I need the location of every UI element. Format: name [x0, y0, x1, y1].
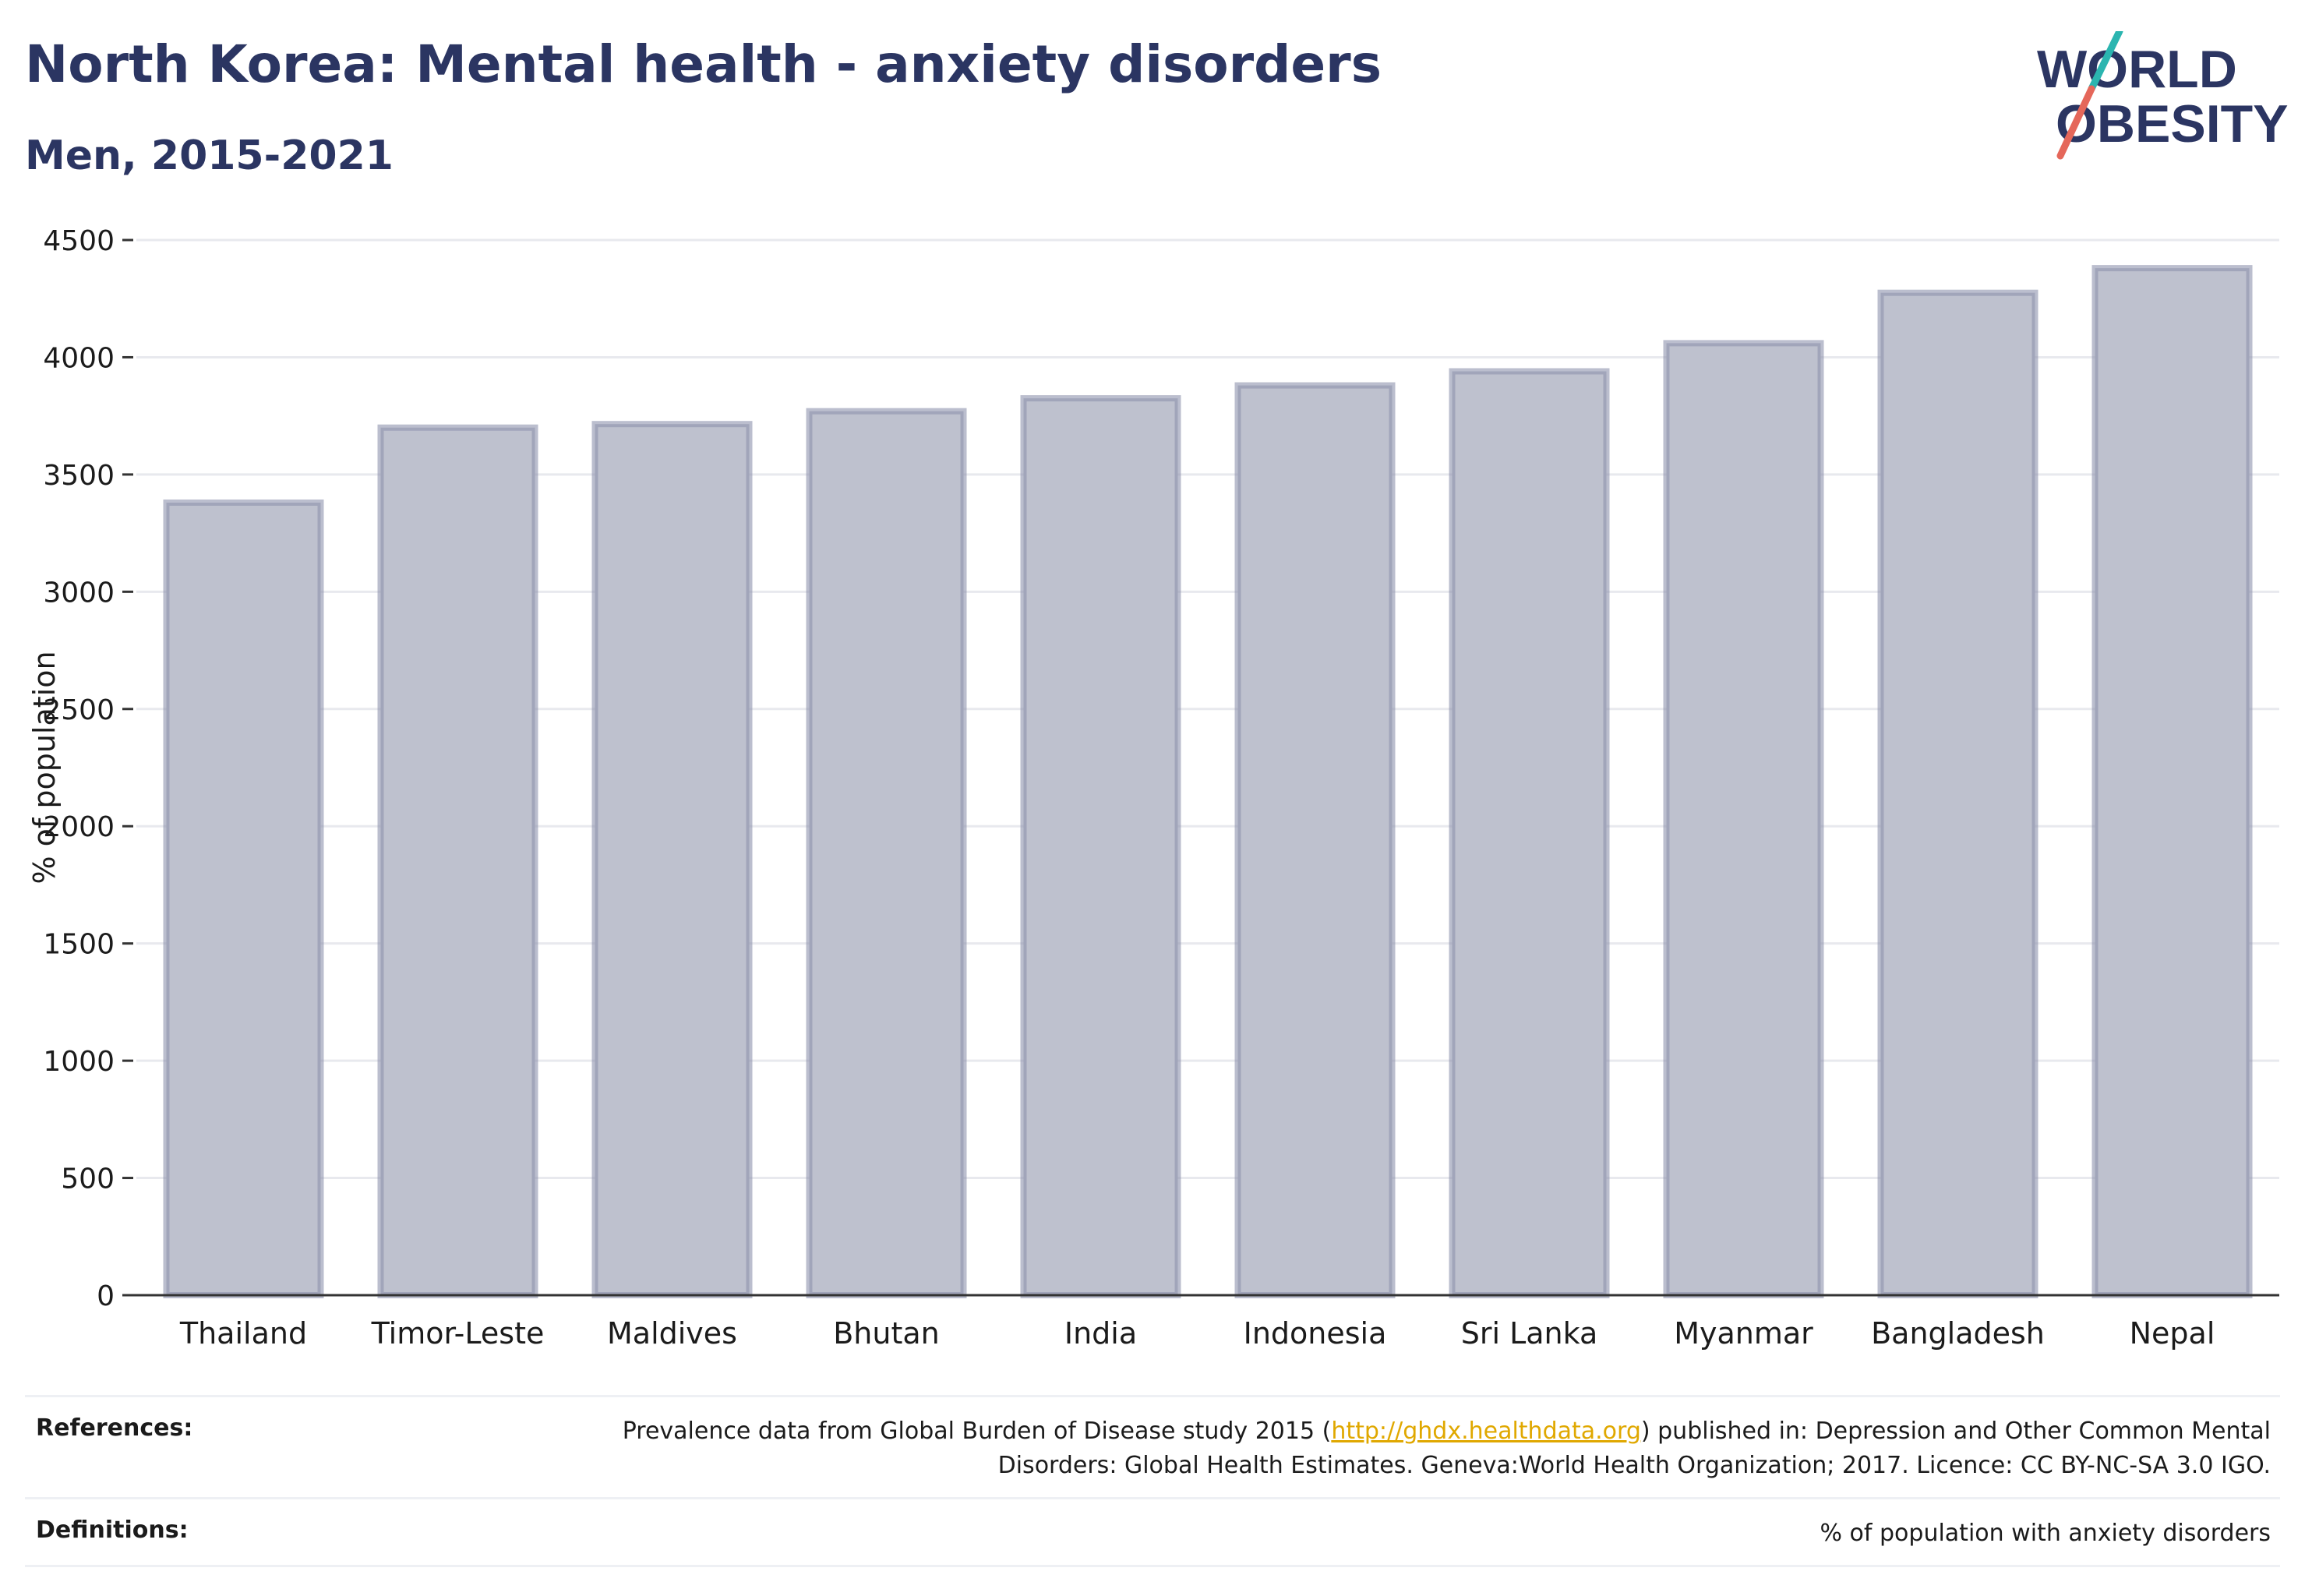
bar-sri-lanka	[1449, 368, 1610, 1298]
x-tick-label: India	[1064, 1316, 1137, 1351]
x-tick-label: Nepal	[2130, 1316, 2215, 1351]
references-label: References:	[36, 1414, 193, 1442]
references-row: References: Prevalence data from Global …	[25, 1397, 2280, 1499]
bar-bhutan	[806, 408, 967, 1298]
bar-indonesia	[1234, 382, 1396, 1298]
y-tick-label: 4500	[43, 225, 115, 257]
x-tick-label: Timor-Leste	[371, 1316, 545, 1351]
definitions-label: Definitions:	[36, 1517, 189, 1544]
y-axis-label: % of population	[27, 651, 62, 884]
bar-india	[1020, 395, 1181, 1299]
y-tick-label: 500	[61, 1163, 115, 1195]
x-tick-label: Sri Lanka	[1461, 1316, 1598, 1351]
references-table: References: Prevalence data from Global …	[25, 1395, 2280, 1567]
page-title: North Korea: Mental health - anxiety dis…	[25, 34, 1382, 94]
y-tick-label: 3500	[43, 460, 115, 492]
x-tick-label: Maldives	[607, 1316, 737, 1351]
y-axis-ticks: 0 500 1000 1500 2000 2500 3000 3500 4000 4500	[43, 225, 133, 1312]
x-axis-ticks: Thailand Timor-Leste Maldives Bhutan India In…	[179, 1316, 2215, 1351]
definitions-row: Definitions: % of population with anxiet…	[25, 1499, 2280, 1567]
logo-line2: OBESITY	[2056, 94, 2289, 154]
x-tick-label: Thailand	[179, 1316, 307, 1351]
bar-maldives	[591, 421, 753, 1298]
bars	[163, 265, 2253, 1299]
y-tick-label: 0	[97, 1280, 115, 1312]
bar-timor-leste	[377, 424, 538, 1299]
logo-line1: WORLD	[2037, 40, 2237, 99]
y-tick-label: 2500	[43, 694, 115, 726]
y-tick-label: 2000	[43, 811, 115, 843]
definitions-text: % of population with anxiety disorders	[1820, 1520, 2271, 1547]
y-tick-label: 3000	[43, 577, 115, 609]
x-tick-label: Bhutan	[833, 1316, 940, 1351]
references-link[interactable]: http://ghdx.healthdata.org	[1331, 1418, 1641, 1445]
references-text-before: Prevalence data from Global Burden of Di…	[622, 1418, 1332, 1445]
x-tick-label: Indonesia	[1244, 1316, 1387, 1351]
page-subtitle: Men, 2015-2021	[25, 132, 394, 179]
references-text: Prevalence data from Global Burden of Di…	[556, 1414, 2271, 1483]
y-tick-label: 1500	[43, 929, 115, 961]
bar-bangladesh	[1877, 289, 2038, 1299]
x-tick-label: Myanmar	[1674, 1316, 1813, 1351]
x-tick-label: Bangladesh	[1871, 1316, 2045, 1351]
references-text-after: ) published in: Depression and Other Com…	[997, 1418, 2271, 1479]
bar-myanmar	[1663, 340, 1824, 1298]
world-obesity-logo: WORLD OBESITY	[2037, 31, 2289, 160]
bar-thailand	[163, 499, 324, 1298]
bar-chart: 0 500 1000 1500 2000 2500 3000 3500 4000 4500 Tha…	[27, 225, 2279, 1351]
bar-nepal	[2091, 265, 2253, 1298]
y-tick-label: 1000	[43, 1046, 115, 1078]
y-tick-label: 4000	[43, 342, 115, 374]
